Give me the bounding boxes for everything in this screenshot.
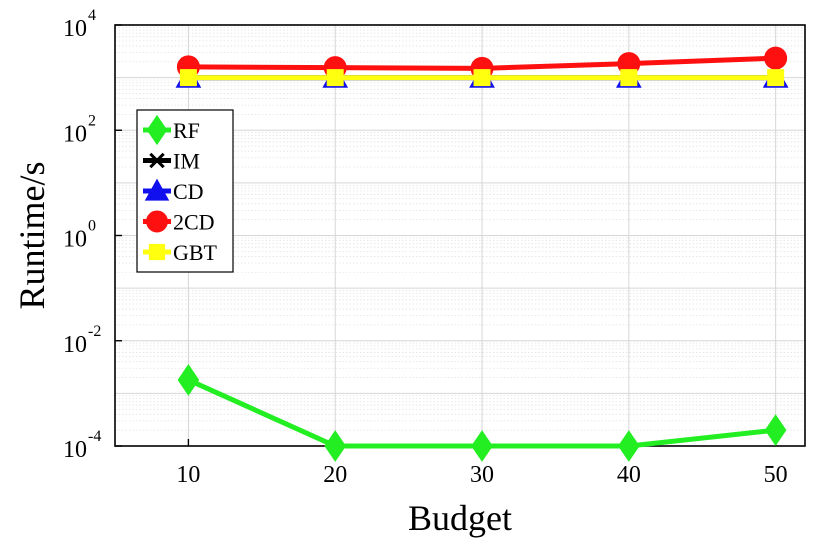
x-tick-label: 30 bbox=[470, 462, 494, 488]
legend-label-cd: CD bbox=[173, 179, 204, 204]
legend: RF IM CD 2CD GBT bbox=[136, 109, 234, 273]
y-tick-exponent: 4 bbox=[88, 7, 96, 24]
data-point-gbt bbox=[620, 69, 638, 87]
legend-marker-gbt bbox=[148, 243, 166, 261]
data-point-gbt bbox=[179, 69, 197, 87]
legend-label-im: IM bbox=[173, 149, 200, 174]
y-tick-base: 10 bbox=[63, 16, 87, 42]
legend-label-rf: RF bbox=[173, 118, 200, 143]
data-point-gbt bbox=[767, 69, 785, 87]
data-point-rf bbox=[471, 430, 493, 462]
x-tick-label: 50 bbox=[764, 462, 788, 488]
y-tick-exponent: 0 bbox=[88, 218, 96, 235]
data-point-gbt bbox=[326, 69, 344, 87]
x-tick-label: 10 bbox=[176, 462, 200, 488]
legend-marker-cd bbox=[144, 178, 170, 201]
legend-label-gbt: GBT bbox=[173, 240, 218, 265]
data-point-rf bbox=[618, 430, 640, 462]
legend-marker-2cd bbox=[146, 210, 168, 233]
y-tick-exponent: -4 bbox=[88, 428, 101, 445]
legend-marker-im bbox=[149, 152, 165, 169]
series-2cd bbox=[176, 46, 788, 80]
y-tick-base: 10 bbox=[63, 121, 87, 147]
legend-label-2cd: 2CD bbox=[173, 210, 215, 235]
x-tick-label: 40 bbox=[617, 462, 641, 488]
data-point-2cd bbox=[764, 46, 788, 70]
grid bbox=[115, 24, 805, 447]
y-tick-base: 10 bbox=[63, 332, 87, 358]
y-axis-title: Runtime/s bbox=[12, 161, 52, 309]
data-point-rf bbox=[764, 414, 787, 447]
data-point-rf bbox=[324, 430, 347, 462]
y-tick-base: 10 bbox=[63, 437, 87, 463]
series-rf bbox=[177, 364, 787, 462]
series-gbt bbox=[179, 69, 785, 87]
y-tick-exponent: 2 bbox=[88, 112, 96, 129]
x-axis-title: Budget bbox=[408, 498, 512, 538]
series-layer bbox=[175, 46, 789, 462]
data-point-gbt bbox=[473, 69, 491, 87]
legend-marker-rf bbox=[146, 114, 168, 146]
y-tick-base: 10 bbox=[63, 227, 87, 253]
y-tick-exponent: -2 bbox=[88, 323, 101, 340]
x-tick-label: 20 bbox=[323, 462, 347, 488]
data-point-rf bbox=[177, 364, 200, 396]
